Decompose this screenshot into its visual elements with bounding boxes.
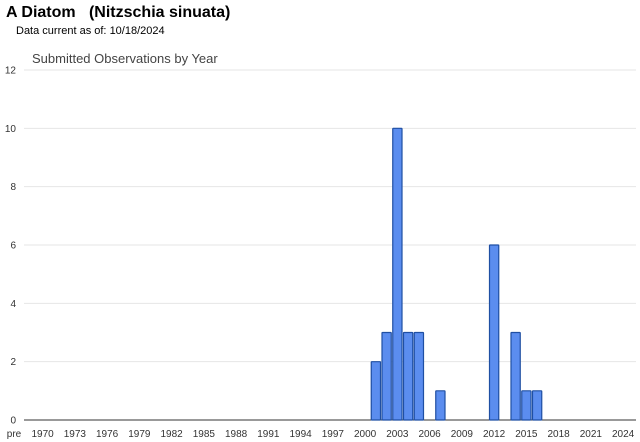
x-tick-label: 1976	[96, 429, 119, 440]
bar-2012	[488, 244, 500, 421]
x-tick-label: 2012	[483, 429, 506, 440]
bar-2004	[402, 331, 414, 421]
x-tick-label: pre	[7, 429, 22, 440]
data-current-date: 10/18/2024	[109, 25, 165, 37]
y-tick-label: 0	[10, 416, 16, 427]
x-tick-label: 2003	[386, 429, 409, 440]
y-tick-label: 4	[10, 299, 16, 310]
bar-2015	[521, 390, 532, 421]
x-tick-label: 1979	[128, 429, 151, 440]
bar-2007	[435, 390, 446, 421]
x-tick-label: 1991	[257, 429, 280, 440]
y-tick-label: 8	[10, 182, 16, 193]
x-tick-label: 1997	[322, 429, 345, 440]
bars-layer	[370, 127, 543, 421]
x-tick-label: 1994	[290, 429, 313, 440]
x-tick-label: 1970	[32, 429, 55, 440]
x-tick-label: 2009	[451, 429, 474, 440]
x-tick-label: 1988	[225, 429, 248, 440]
x-tick-label: 2015	[515, 429, 538, 440]
bar-2002	[381, 331, 392, 421]
data-current-note: Data current as of: 10/18/2024	[16, 25, 165, 37]
x-tick-label: 2018	[548, 429, 571, 440]
x-tick-label: 1985	[193, 429, 216, 440]
ticks-layer: 0 2 4 6 8 10 12 pre 1970 1973 1976 1979 1982 1985 1988…	[5, 66, 635, 441]
x-tick-label: 1982	[161, 429, 184, 440]
y-tick-label: 10	[5, 124, 17, 135]
x-tick-label: 2021	[580, 429, 603, 440]
x-tick-label: 2024	[612, 429, 635, 440]
grid-layer	[24, 69, 636, 421]
bar-2001	[370, 361, 382, 421]
x-tick-label: 2000	[354, 429, 377, 440]
data-current-label: Data current as of:	[16, 25, 107, 37]
species-title: A Diatom (Nitzschia sinuata)	[6, 4, 231, 21]
bar-2014	[510, 331, 521, 421]
y-tick-label: 6	[10, 241, 16, 252]
bar-2005	[413, 331, 425, 421]
y-tick-label: 12	[5, 66, 17, 77]
chart-title: Submitted Observations by Year	[32, 51, 218, 66]
x-tick-label: 2006	[419, 429, 442, 440]
bar-2016	[531, 390, 543, 421]
y-tick-label: 2	[10, 357, 16, 368]
bar-2003	[392, 127, 403, 421]
x-tick-label: 1973	[64, 429, 87, 440]
